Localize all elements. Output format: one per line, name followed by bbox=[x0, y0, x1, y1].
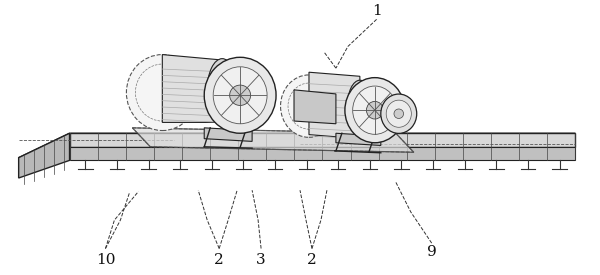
Polygon shape bbox=[213, 79, 258, 114]
Ellipse shape bbox=[207, 59, 237, 121]
Text: 3: 3 bbox=[256, 253, 266, 267]
Ellipse shape bbox=[353, 86, 397, 134]
Polygon shape bbox=[19, 133, 70, 178]
Text: 9: 9 bbox=[427, 245, 437, 259]
Ellipse shape bbox=[213, 67, 267, 124]
Polygon shape bbox=[294, 90, 336, 124]
Polygon shape bbox=[163, 54, 222, 122]
Ellipse shape bbox=[386, 100, 412, 127]
Ellipse shape bbox=[281, 75, 337, 137]
Ellipse shape bbox=[127, 54, 198, 131]
Polygon shape bbox=[133, 128, 414, 152]
Polygon shape bbox=[70, 147, 575, 160]
Ellipse shape bbox=[230, 85, 251, 105]
Polygon shape bbox=[204, 128, 252, 141]
Text: 10: 10 bbox=[96, 253, 115, 267]
Polygon shape bbox=[336, 133, 381, 145]
Polygon shape bbox=[19, 133, 575, 158]
Ellipse shape bbox=[347, 80, 373, 133]
Ellipse shape bbox=[394, 109, 404, 119]
Polygon shape bbox=[70, 133, 575, 147]
Text: 2: 2 bbox=[307, 253, 317, 267]
Text: 2: 2 bbox=[214, 253, 224, 267]
Polygon shape bbox=[309, 72, 360, 139]
Text: 1: 1 bbox=[372, 4, 382, 18]
Ellipse shape bbox=[381, 94, 417, 133]
Ellipse shape bbox=[367, 101, 383, 119]
Ellipse shape bbox=[345, 78, 405, 143]
Ellipse shape bbox=[204, 57, 276, 133]
